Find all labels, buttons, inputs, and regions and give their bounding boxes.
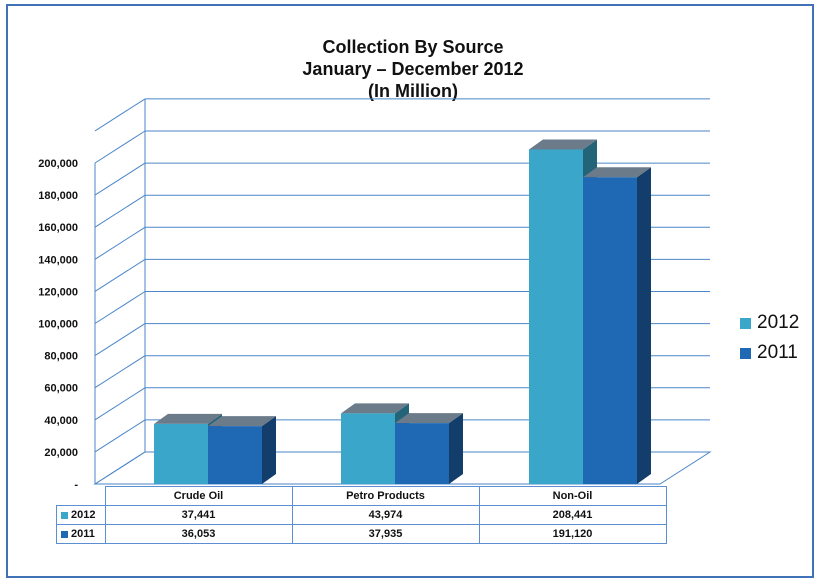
- chart-title-line-3: (In Million): [368, 81, 458, 101]
- data-label: 191,120: [478, 524, 667, 544]
- chart-title: Collection By Source January – December …: [0, 36, 826, 102]
- bar-top: [395, 413, 463, 424]
- bar-top: [154, 413, 222, 424]
- gridline-side: [94, 162, 146, 196]
- gridline-side: [94, 194, 146, 228]
- gridline-side: [94, 226, 146, 260]
- series-key-swatch: [61, 511, 68, 519]
- legend-label-2012: 2012: [757, 312, 800, 333]
- data-table-corner: [57, 487, 106, 506]
- category-label: Petro Products: [291, 486, 480, 506]
- bar: [529, 149, 583, 484]
- y-tick-label: 100,000: [38, 319, 78, 331]
- category-label: Crude Oil: [104, 486, 293, 506]
- data-label: 208,441: [478, 505, 667, 525]
- gridline-side: [94, 291, 146, 324]
- gridline-side: [94, 98, 146, 132]
- gridline-side: [94, 419, 146, 453]
- bar: [154, 423, 208, 484]
- y-tick-label: 140,000: [38, 254, 78, 266]
- series-key-2011: 2011: [56, 524, 106, 544]
- bar-top: [208, 416, 276, 427]
- y-tick-label: 160,000: [38, 222, 78, 234]
- data-table-header: Crude Oil Petro Products Non-Oil: [57, 486, 667, 506]
- data-label: 43,974: [291, 505, 480, 525]
- y-tick-label: 40,000: [44, 415, 78, 427]
- gridline-side: [94, 130, 146, 164]
- legend-item-2011: 2011: [740, 338, 799, 368]
- bar: [341, 413, 395, 484]
- bar-side: [449, 413, 463, 484]
- gridline-side: [94, 258, 146, 292]
- y-tick-label: 200,000: [38, 158, 78, 170]
- category-label: Non-Oil: [478, 486, 667, 506]
- gridline-side: [94, 323, 146, 357]
- legend-swatch-2011: [740, 347, 751, 359]
- series-key-swatch: [61, 530, 68, 538]
- chart-title-line-1: Collection By Source: [322, 37, 504, 57]
- y-tick-label: 120,000: [38, 286, 78, 298]
- series-name: 2011: [71, 528, 95, 540]
- y-tick-label: 180,000: [38, 190, 78, 202]
- bar-top: [341, 403, 409, 414]
- bar-top: [529, 139, 597, 150]
- data-table: Crude Oil Petro Products Non-Oil 2012 37…: [56, 486, 667, 544]
- y-tick-label: 60,000: [44, 383, 78, 395]
- legend-item-2012: 2012: [740, 308, 799, 338]
- bar-side: [262, 416, 276, 484]
- legend-swatch-2012: [740, 317, 751, 329]
- gridline-side: [94, 387, 146, 421]
- bar: [208, 426, 262, 484]
- chart-title-line-2: January – December 2012: [302, 59, 524, 79]
- bar: [395, 423, 449, 484]
- legend: 2012 2011: [740, 308, 799, 368]
- data-label: 37,441: [104, 505, 293, 525]
- series-key-2012: 2012: [56, 505, 106, 525]
- series-name: 2012: [71, 509, 96, 521]
- bar-top: [583, 167, 651, 178]
- data-table-row: 2012 37,441 43,974 208,441: [56, 505, 667, 525]
- chart-floor: [93, 451, 712, 485]
- gridline-side: [94, 355, 146, 389]
- y-tick-label: -: [74, 479, 78, 491]
- y-tick-label: 80,000: [44, 351, 78, 363]
- bar-side: [637, 167, 651, 485]
- data-label: 36,053: [104, 524, 293, 544]
- legend-label-2011: 2011: [757, 342, 798, 363]
- y-tick-label: 20,000: [44, 447, 78, 459]
- bar: [583, 177, 637, 485]
- data-table-row: 2011 36,053 37,935 191,120: [56, 524, 667, 544]
- data-label: 37,935: [291, 524, 480, 544]
